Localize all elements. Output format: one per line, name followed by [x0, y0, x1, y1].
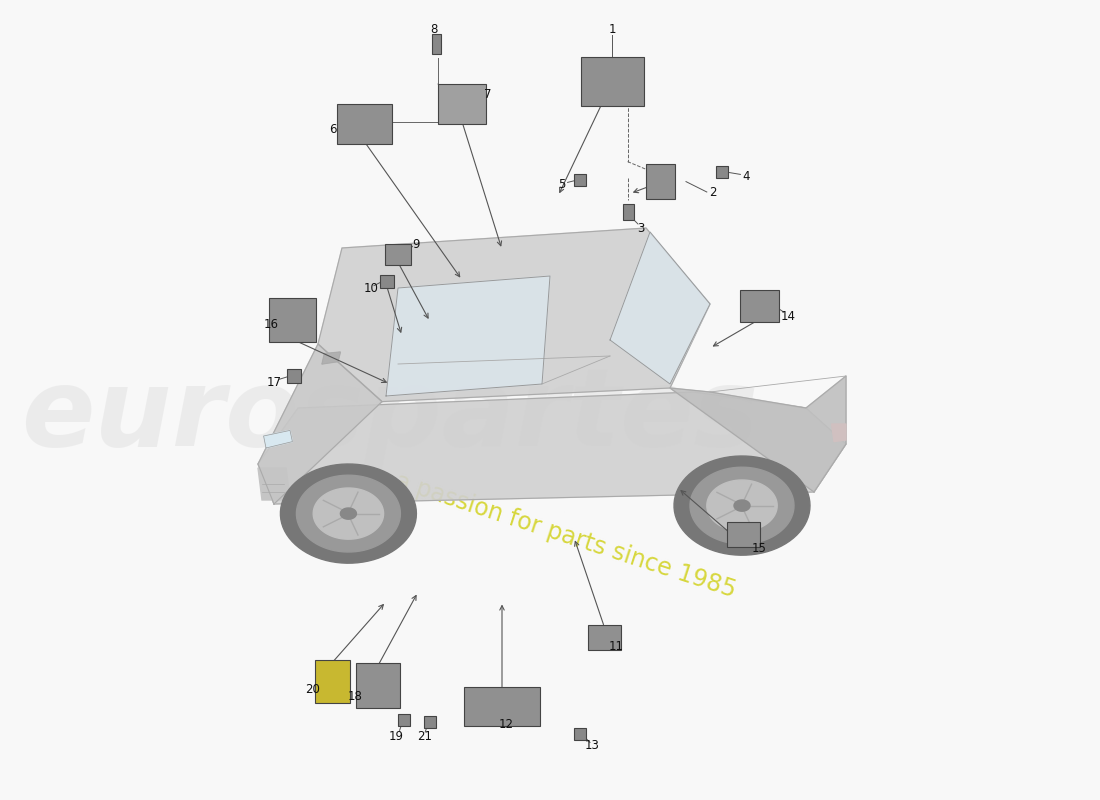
Polygon shape: [258, 468, 290, 500]
Text: 7: 7: [484, 88, 492, 101]
Text: 6: 6: [329, 123, 337, 136]
FancyBboxPatch shape: [716, 166, 728, 178]
Text: 12: 12: [498, 718, 514, 730]
FancyBboxPatch shape: [574, 728, 586, 741]
FancyBboxPatch shape: [398, 714, 410, 726]
Text: 10: 10: [364, 282, 380, 294]
FancyBboxPatch shape: [431, 34, 441, 54]
Polygon shape: [322, 352, 340, 364]
Polygon shape: [734, 500, 750, 511]
FancyBboxPatch shape: [646, 164, 674, 199]
FancyBboxPatch shape: [379, 274, 394, 288]
FancyBboxPatch shape: [463, 687, 540, 726]
FancyBboxPatch shape: [581, 57, 644, 106]
Text: 4: 4: [742, 170, 750, 183]
FancyBboxPatch shape: [385, 244, 410, 265]
FancyBboxPatch shape: [624, 204, 634, 220]
Text: 5: 5: [559, 178, 565, 190]
FancyBboxPatch shape: [438, 83, 486, 124]
Polygon shape: [386, 276, 550, 396]
Polygon shape: [318, 228, 710, 402]
Text: 11: 11: [609, 640, 624, 653]
Polygon shape: [674, 456, 810, 555]
Text: 15: 15: [752, 542, 767, 555]
Text: 13: 13: [585, 739, 600, 752]
Polygon shape: [264, 430, 293, 448]
Polygon shape: [707, 480, 778, 531]
FancyBboxPatch shape: [587, 625, 621, 650]
FancyBboxPatch shape: [424, 715, 436, 728]
Polygon shape: [258, 344, 382, 504]
Text: a passion for parts since 1985: a passion for parts since 1985: [393, 470, 739, 602]
Polygon shape: [280, 464, 417, 563]
FancyBboxPatch shape: [287, 369, 300, 382]
Polygon shape: [296, 475, 400, 552]
Text: 21: 21: [417, 730, 432, 742]
FancyBboxPatch shape: [315, 660, 350, 703]
Text: 16: 16: [264, 318, 279, 330]
FancyBboxPatch shape: [727, 522, 760, 547]
Polygon shape: [670, 376, 846, 492]
FancyBboxPatch shape: [574, 174, 586, 186]
Text: 14: 14: [781, 310, 796, 322]
FancyBboxPatch shape: [338, 104, 392, 144]
Text: 20: 20: [305, 683, 320, 696]
Text: 17: 17: [266, 376, 282, 389]
Text: 2: 2: [708, 186, 716, 198]
Text: 18: 18: [349, 690, 363, 702]
FancyBboxPatch shape: [270, 298, 316, 342]
Text: 19: 19: [389, 730, 404, 742]
Polygon shape: [832, 424, 846, 442]
Polygon shape: [314, 488, 384, 539]
Text: 8: 8: [430, 23, 438, 36]
Polygon shape: [610, 232, 710, 384]
FancyBboxPatch shape: [355, 663, 400, 708]
Polygon shape: [340, 508, 356, 519]
Text: 9: 9: [412, 238, 420, 250]
FancyBboxPatch shape: [740, 290, 779, 322]
Text: 1: 1: [608, 23, 616, 36]
Polygon shape: [258, 392, 846, 504]
Polygon shape: [690, 467, 794, 544]
Text: 3: 3: [638, 222, 645, 234]
Text: eurospartes: eurospartes: [21, 363, 759, 469]
